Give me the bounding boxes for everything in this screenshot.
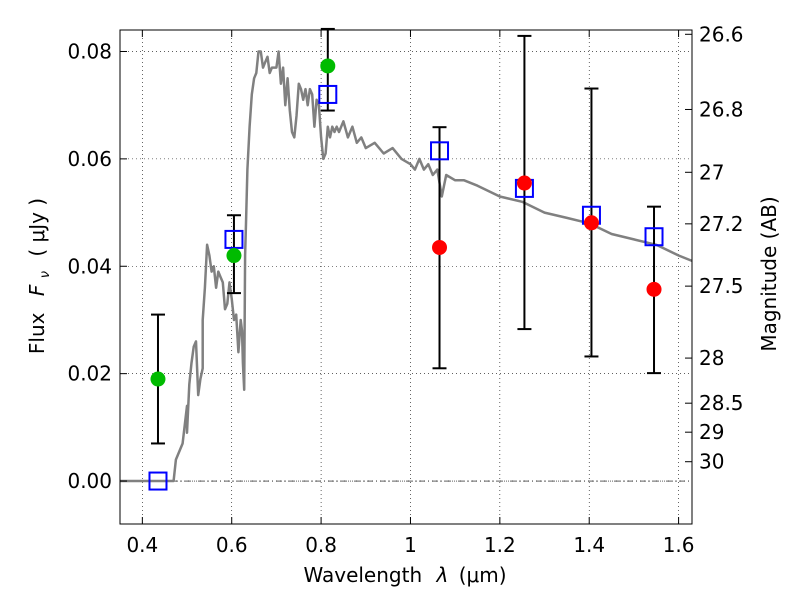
y-tick-label: 0.04	[67, 254, 112, 278]
x-tick-label: 0.6	[216, 533, 248, 557]
model-photometry-square	[644, 227, 664, 247]
x-tick-label: 1.6	[663, 533, 695, 557]
y-tick-label: 0.06	[67, 147, 112, 171]
y2-tick-label: 29	[699, 420, 724, 444]
plot-area	[120, 27, 693, 491]
y2-tick-label: 26.8	[699, 97, 744, 121]
axes-frame	[119, 29, 693, 525]
model-photometry-square	[430, 141, 450, 161]
y2-tick-label: 28	[699, 346, 724, 370]
y-tick-label: 0.08	[67, 39, 112, 63]
grid-lines	[120, 30, 692, 524]
y-tick-label: 0.02	[67, 362, 112, 386]
model-photometry-square	[318, 84, 338, 104]
y2-axis-label: Magnitude (AB)	[757, 196, 781, 351]
detection-point	[150, 371, 166, 387]
detection-point	[320, 58, 336, 74]
model-photometry-square	[224, 229, 244, 249]
x-tick-label: 1	[404, 533, 417, 557]
x-tick-label: 1.2	[484, 533, 516, 557]
detection-point	[226, 248, 242, 264]
upper-limit-point	[432, 239, 448, 255]
y-axis-label: Flux F ν ( μJy )	[25, 198, 54, 354]
model-photometry-square	[148, 471, 168, 491]
x-tick-label: 0.4	[126, 533, 158, 557]
x-tick-label: 0.8	[305, 533, 337, 557]
x-axis-ticks: 0.4 0.6 0.8 1 1.2 1.4 1.6	[126, 30, 695, 557]
y2-tick-label: 26.6	[699, 22, 744, 46]
y2-tick-label: 30	[699, 450, 724, 474]
y-axis-ticks: 0.00 0.02 0.04 0.06 0.08	[67, 39, 127, 493]
upper-limit-point	[583, 215, 599, 231]
upper-limit-point	[646, 281, 662, 297]
y2-tick-label: 28.5	[699, 391, 744, 415]
y2-tick-label: 27.5	[699, 274, 744, 298]
y2-tick-label: 27	[699, 160, 724, 184]
y2-axis-ticks: 26.6 26.8 27 27.2 27.5 28 28.5 29 30	[685, 22, 744, 474]
y-tick-label: 0.00	[67, 469, 112, 493]
x-tick-label: 1.4	[573, 533, 605, 557]
upper-limit-point	[516, 175, 532, 191]
model-sed-line	[120, 50, 693, 483]
x-axis-label: Wavelength λ (μm)	[303, 563, 506, 587]
y2-tick-label: 27.2	[699, 212, 744, 236]
